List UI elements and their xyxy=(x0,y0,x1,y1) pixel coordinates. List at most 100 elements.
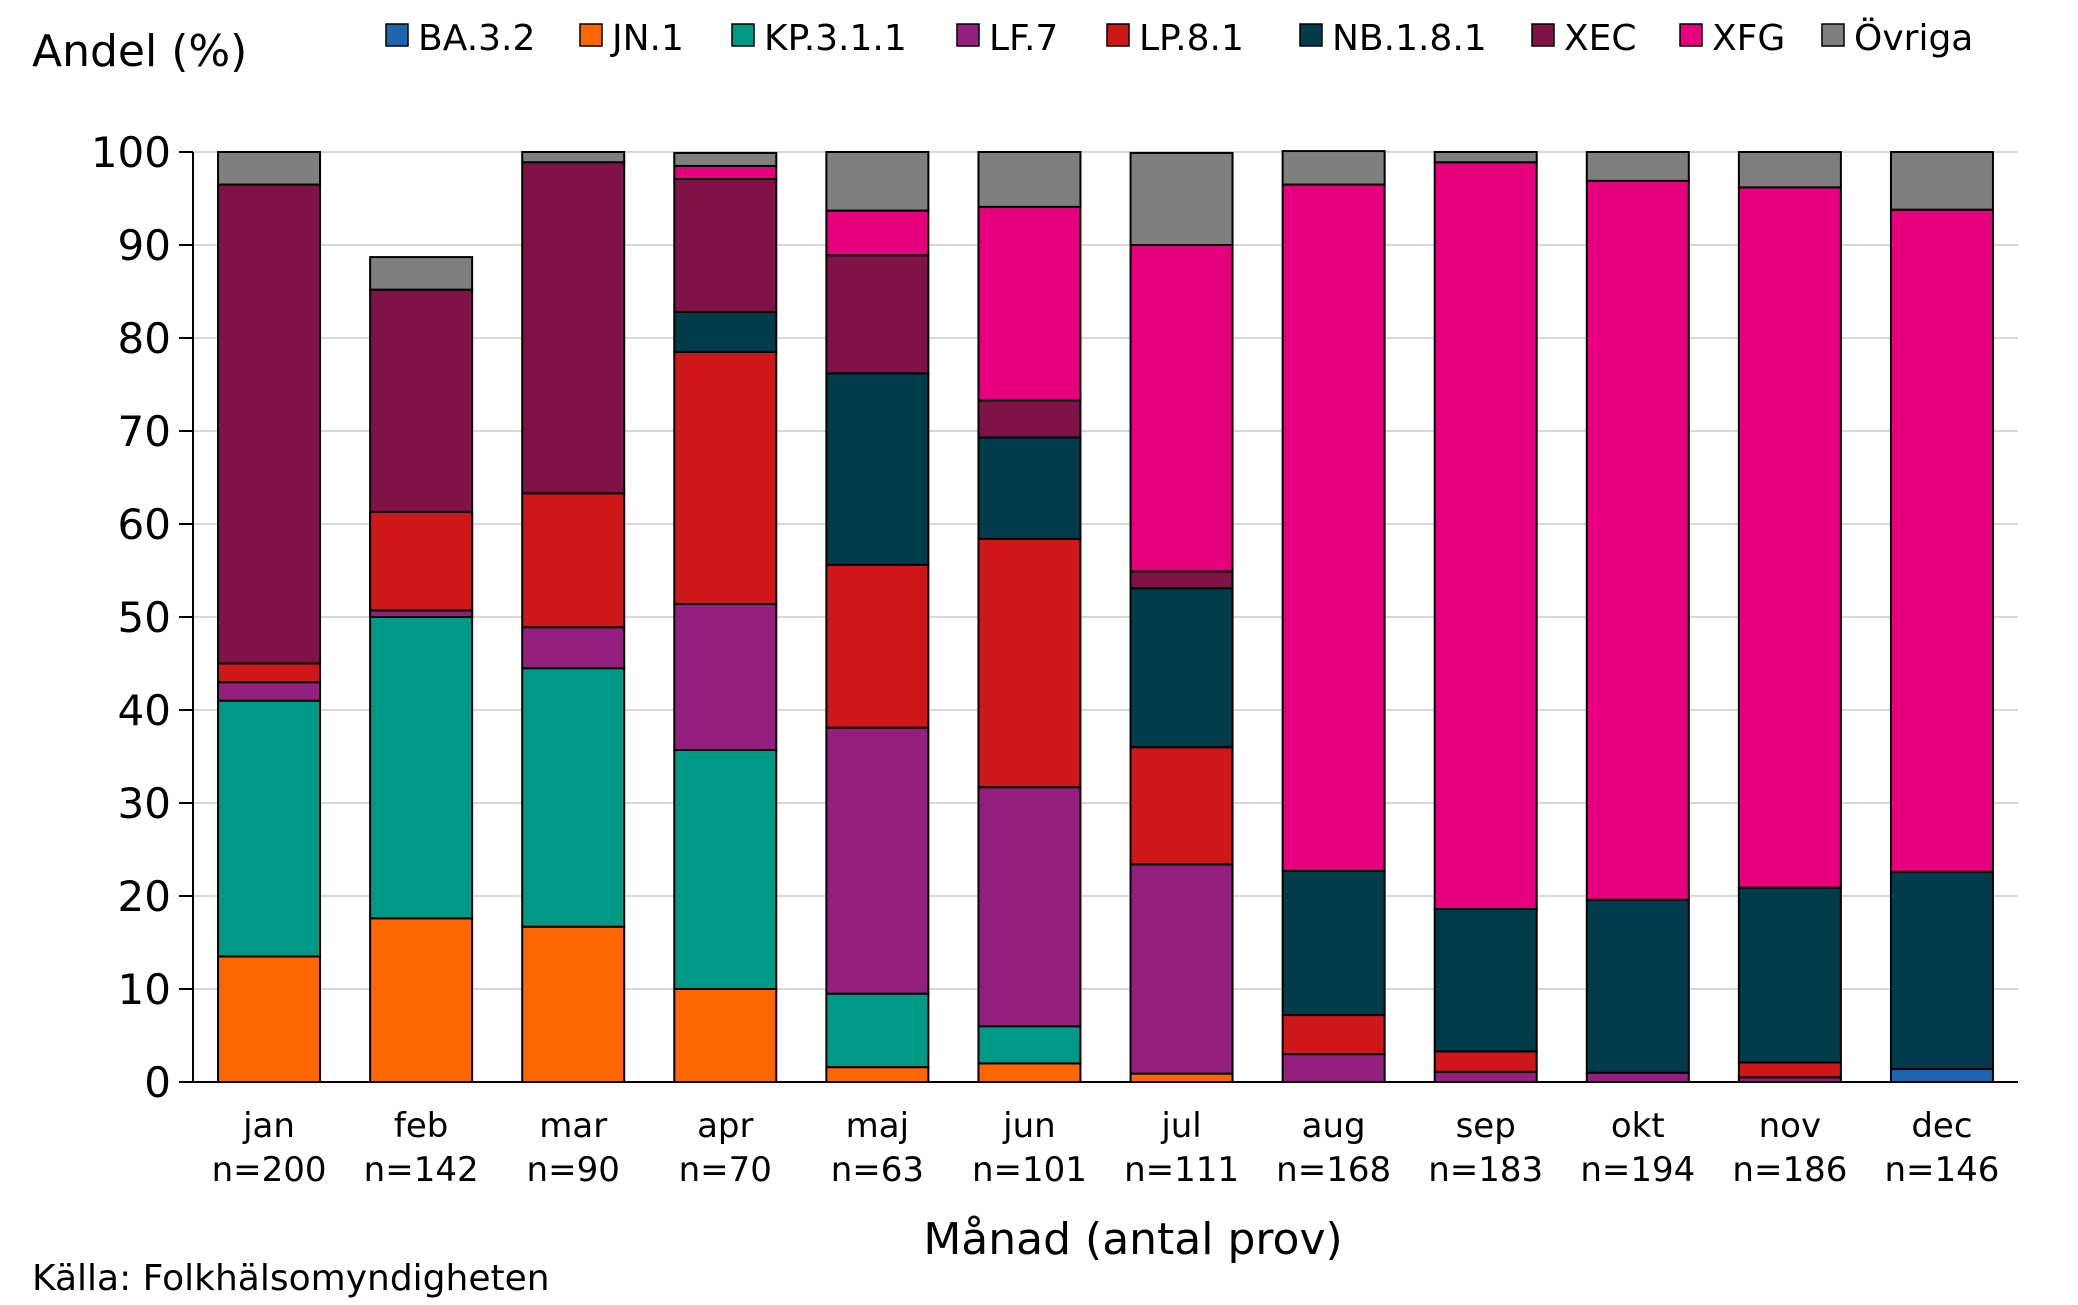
x-category-label: aug xyxy=(1302,1106,1366,1146)
x-sample-count-label: n=146 xyxy=(1884,1150,1999,1190)
bar-segment xyxy=(1737,186,1842,889)
bar-segment xyxy=(521,626,626,670)
legend-swatch xyxy=(1821,23,1845,47)
x-category-label: dec xyxy=(1911,1106,1972,1146)
bar-segment xyxy=(369,917,474,1083)
x-category-label: okt xyxy=(1611,1106,1665,1146)
bar-segment xyxy=(1129,863,1234,1075)
gridlines xyxy=(193,151,2018,990)
bar-segment xyxy=(977,436,1082,540)
bar-segment xyxy=(1281,150,1386,186)
legend-swatch xyxy=(1531,23,1555,47)
y-tick-label: 20 xyxy=(118,872,171,921)
bar-segment xyxy=(825,992,930,1069)
bar-segment xyxy=(1433,1070,1538,1084)
bar-segment xyxy=(977,537,1082,789)
legend: BA.3.2 JN.1 KP.3.1.1 LF.7 LP.8.1 NB.1.8.1 XEC X… xyxy=(385,17,1973,59)
legend-swatch xyxy=(385,23,409,47)
legend-swatch xyxy=(956,23,980,47)
bar-segment xyxy=(217,955,322,1084)
x-category-label: feb xyxy=(394,1106,448,1146)
bar-segment xyxy=(673,988,778,1083)
bar-segment xyxy=(1129,746,1234,866)
bar-segment xyxy=(369,256,474,291)
bar-segment xyxy=(1433,151,1538,164)
y-tick-label: 70 xyxy=(118,407,171,456)
bar-segment xyxy=(1281,869,1386,1017)
bar-segment xyxy=(217,681,322,702)
bar-segment xyxy=(1281,1014,1386,1056)
bar-segment xyxy=(1889,208,1994,873)
bar-segment xyxy=(1281,1053,1386,1083)
bar-segment xyxy=(1889,151,1994,211)
legend-label: JN.1 xyxy=(610,18,684,59)
bar-segment xyxy=(217,183,322,665)
x-sample-count-label: n=142 xyxy=(364,1150,479,1190)
legend-swatch xyxy=(1299,23,1323,47)
x-sample-count-label: n=63 xyxy=(831,1150,924,1190)
bar-segment xyxy=(1585,898,1690,1074)
bar-segment xyxy=(977,1062,1082,1084)
x-category-label: apr xyxy=(697,1106,753,1146)
bar-segment xyxy=(521,492,626,629)
bar-segment xyxy=(977,1025,1082,1065)
bar-segment xyxy=(217,662,322,684)
bar-segment xyxy=(1889,1067,1994,1083)
bar-segment xyxy=(1433,161,1538,911)
bar-segment xyxy=(1585,1071,1690,1083)
legend-swatch xyxy=(731,23,755,47)
legend-label: LF.7 xyxy=(989,18,1058,59)
legend-label: XEC xyxy=(1564,18,1637,59)
bar-segment xyxy=(673,748,778,990)
bar-segment xyxy=(369,616,474,920)
bar-segment xyxy=(1737,151,1842,189)
bar-segment xyxy=(1281,183,1386,872)
x-category-label: maj xyxy=(846,1106,909,1146)
bar-segment xyxy=(1129,570,1234,590)
y-tick-label: 30 xyxy=(118,779,171,828)
x-sample-count-label: n=200 xyxy=(212,1150,327,1190)
legend-label: XFG xyxy=(1712,18,1785,59)
legend-label: KP.3.1.1 xyxy=(764,18,907,59)
x-axis-title: Månad (antal prov) xyxy=(923,1214,1342,1265)
bar-segment xyxy=(977,786,1082,1028)
x-sample-count-label: n=90 xyxy=(527,1150,620,1190)
source-label: Källa: Folkhälsomyndigheten xyxy=(32,1258,550,1299)
x-sample-count-label: n=111 xyxy=(1124,1150,1239,1190)
y-tick-label: 90 xyxy=(118,221,171,270)
y-axis-title: Andel (%) xyxy=(32,26,247,77)
bar-segment xyxy=(1585,151,1690,182)
y-tick-label: 10 xyxy=(118,965,171,1014)
bar-segment xyxy=(1129,1072,1234,1084)
bar-segment xyxy=(521,151,626,164)
bar-segment xyxy=(825,151,930,212)
bar-segment xyxy=(673,151,778,167)
y-tick-label: 100 xyxy=(91,128,171,177)
bar-segment xyxy=(1737,886,1842,1064)
x-category-label: nov xyxy=(1759,1106,1821,1146)
bar-segment xyxy=(1433,1050,1538,1073)
x-sample-count-label: n=70 xyxy=(679,1150,772,1190)
bar-segment xyxy=(1433,908,1538,1053)
bar-segment xyxy=(825,209,930,257)
legend-swatch xyxy=(1106,23,1130,47)
legend-label: BA.3.2 xyxy=(418,18,535,59)
bar-segment xyxy=(673,602,778,751)
x-sample-count-label: n=101 xyxy=(972,1150,1087,1190)
bar-segment xyxy=(825,1066,930,1083)
legend-label: NB.1.8.1 xyxy=(1332,18,1487,59)
y-tick-label: 60 xyxy=(118,500,171,549)
y-tick-label: 80 xyxy=(118,314,171,363)
bar-segment xyxy=(521,667,626,928)
bar-segment xyxy=(977,205,1082,402)
bar-segment xyxy=(1585,179,1690,901)
bar-segment xyxy=(977,399,1082,439)
bars xyxy=(217,150,1994,1084)
x-category-label: sep xyxy=(1456,1106,1516,1146)
bar-segment xyxy=(825,726,930,995)
bar-segment xyxy=(673,164,778,180)
bar-segment xyxy=(673,177,778,313)
bar-segment xyxy=(1129,151,1234,246)
